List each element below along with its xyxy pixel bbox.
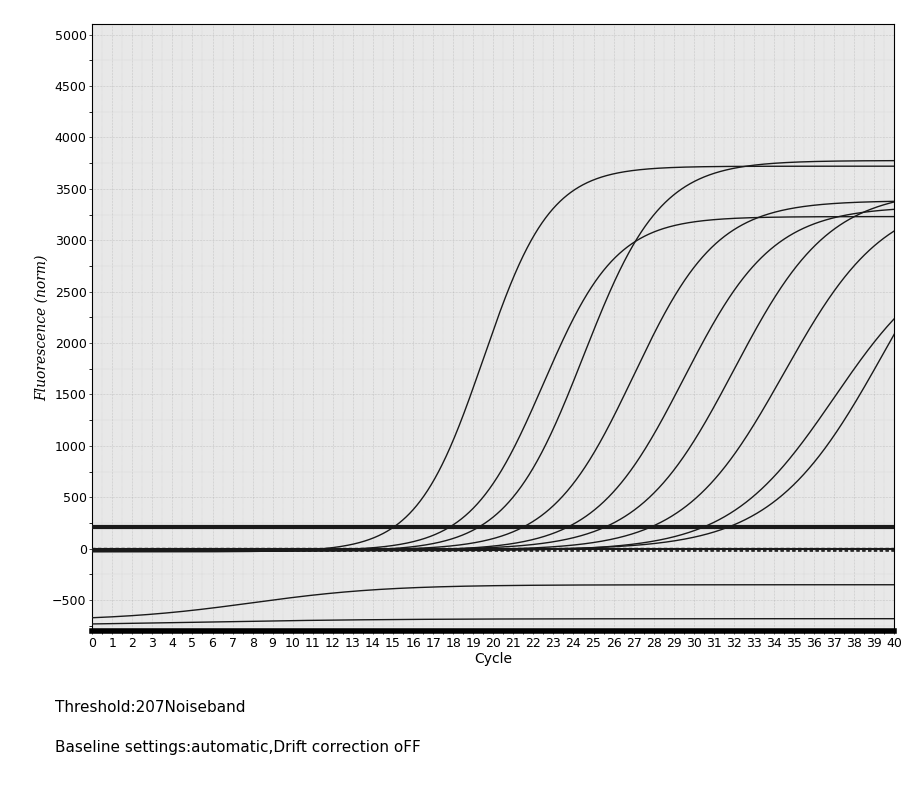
- Y-axis label: Fluorescence (norm): Fluorescence (norm): [35, 255, 50, 400]
- Text: Baseline settings:automatic,Drift correction oFF: Baseline settings:automatic,Drift correc…: [55, 740, 421, 756]
- X-axis label: Cycle: Cycle: [474, 652, 513, 667]
- Text: Threshold:207Noiseband: Threshold:207Noiseband: [55, 700, 246, 715]
